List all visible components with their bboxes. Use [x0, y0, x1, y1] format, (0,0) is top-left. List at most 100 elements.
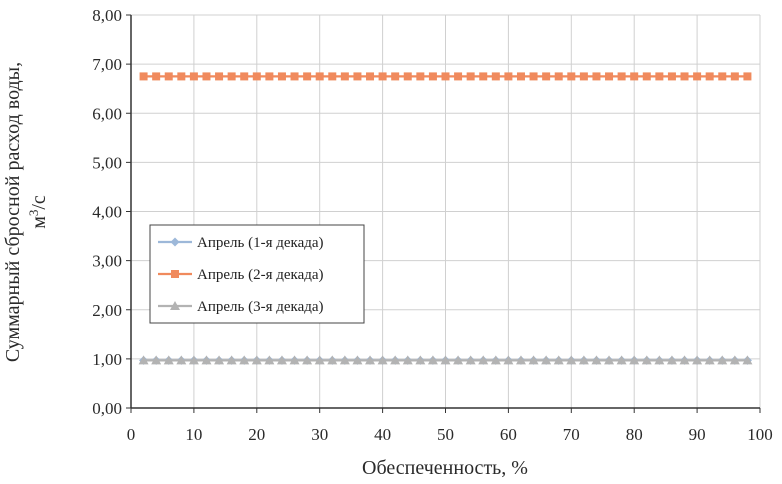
y-tick-label: 8,00: [92, 6, 122, 25]
series-3-point: [604, 355, 615, 365]
series-2-point: [391, 72, 400, 81]
series-2-point: [416, 72, 425, 81]
series-2-point: [605, 72, 614, 81]
series-2-point: [353, 72, 362, 81]
series-2-point: [617, 72, 626, 81]
tick-labels: 0 10 20 30 40 50 60 70 80 90 100 0,00 1,00 2,00 3,00 4,…: [92, 6, 773, 444]
x-tick-label: 10: [185, 425, 202, 444]
series-2-point: [667, 72, 676, 81]
series-2-point: [516, 72, 525, 81]
y-tick-label: 1,00: [92, 350, 122, 369]
x-tick-label: 0: [127, 425, 136, 444]
legend-label-2: Апрель (2-я декада): [197, 267, 324, 283]
series-3-point: [553, 355, 564, 365]
x-tick-label: 60: [500, 425, 517, 444]
series-2-point: [441, 72, 450, 81]
series-2-point: [215, 72, 224, 81]
series-3-point: [528, 355, 539, 365]
series-2-point: [479, 72, 488, 81]
y-axis-title-line2: м3/с: [26, 195, 50, 229]
series-3-point: [666, 355, 677, 365]
series-3-point: [314, 355, 325, 365]
series-3-point: [176, 355, 187, 365]
y-axis-title-line1: Суммарный сбросной расход воды,: [2, 62, 24, 362]
x-axis-title: Обеспеченность, %: [362, 457, 528, 479]
series-3-point: [503, 355, 514, 365]
series-3-point: [616, 355, 627, 365]
series-2-point: [227, 72, 236, 81]
series-3-point: [490, 355, 501, 365]
series-2-point: [504, 72, 513, 81]
x-tick-label: 90: [689, 425, 706, 444]
series-2-point: [491, 72, 500, 81]
series-2-point: [189, 72, 198, 81]
series-3-point: [214, 355, 225, 365]
series-3-point: [138, 355, 149, 365]
y-tick-label: 0,00: [92, 399, 122, 418]
legend: Апрель (1-я декада) Апрель (2-я декада) Ап…: [149, 224, 365, 324]
series-2-point: [240, 72, 249, 81]
series-3-point: [327, 355, 338, 365]
legend-marker-2: [171, 270, 179, 278]
series-2-point: [139, 72, 148, 81]
series-2-point: [718, 72, 727, 81]
series-3-point: [742, 355, 753, 365]
series-3-point: [377, 355, 388, 365]
y-unit-sup: 3: [26, 210, 41, 217]
series-3-point: [289, 355, 300, 365]
series-3-point: [427, 355, 438, 365]
series-3-point: [478, 355, 489, 365]
y-tick-label: 4,00: [92, 203, 122, 222]
series-3-point: [415, 355, 426, 365]
legend-label-3: Апрель (3-я декада): [197, 299, 324, 315]
series-3-point: [302, 355, 313, 365]
y-tick-label: 6,00: [92, 104, 122, 123]
y-tick-label: 7,00: [92, 55, 122, 74]
series-2-point: [529, 72, 538, 81]
series-3-point: [151, 355, 162, 365]
x-tick-label: 40: [374, 425, 391, 444]
series-2-point: [164, 72, 173, 81]
series-2-point: [730, 72, 739, 81]
series-3-point: [264, 355, 275, 365]
series-2-point: [202, 72, 211, 81]
series-3-point: [352, 355, 363, 365]
series-3-point: [276, 355, 287, 365]
series-3-point: [465, 355, 476, 365]
series-3-point: [390, 355, 401, 365]
y-unit-tail: /с: [28, 195, 50, 210]
series-3-point: [453, 355, 464, 365]
series-3-point: [629, 355, 640, 365]
series-2-point: [693, 72, 702, 81]
y-tick-label: 2,00: [92, 301, 122, 320]
series-3-point: [339, 355, 350, 365]
x-tick-label: 80: [626, 425, 643, 444]
x-tick-label: 70: [563, 425, 580, 444]
series-2-point: [579, 72, 588, 81]
series-2-point: [152, 72, 161, 81]
series-3-point: [440, 355, 451, 365]
series-2-point: [630, 72, 639, 81]
x-tick-label: 50: [437, 425, 454, 444]
series-2-point: [680, 72, 689, 81]
series-2-point: [428, 72, 437, 81]
series-2-point: [366, 72, 375, 81]
series-2-point: [328, 72, 337, 81]
y-tick-label: 3,00: [92, 252, 122, 271]
series-2-point: [743, 72, 752, 81]
series-2-point: [592, 72, 601, 81]
x-tick-label: 20: [248, 425, 265, 444]
series-3-point: [201, 355, 212, 365]
axes: [126, 14, 761, 413]
y-unit-base: м: [28, 216, 50, 229]
series-2-point: [567, 72, 576, 81]
series-2-point: [554, 72, 563, 81]
series-3-point: [679, 355, 690, 365]
legend-marker-1: [170, 237, 180, 247]
series-3-point: [226, 355, 237, 365]
legend-label-1: Апрель (1-я декада): [197, 235, 324, 251]
series-2-point: [277, 72, 286, 81]
series-3-point: [188, 355, 199, 365]
series-2-point: [705, 72, 714, 81]
